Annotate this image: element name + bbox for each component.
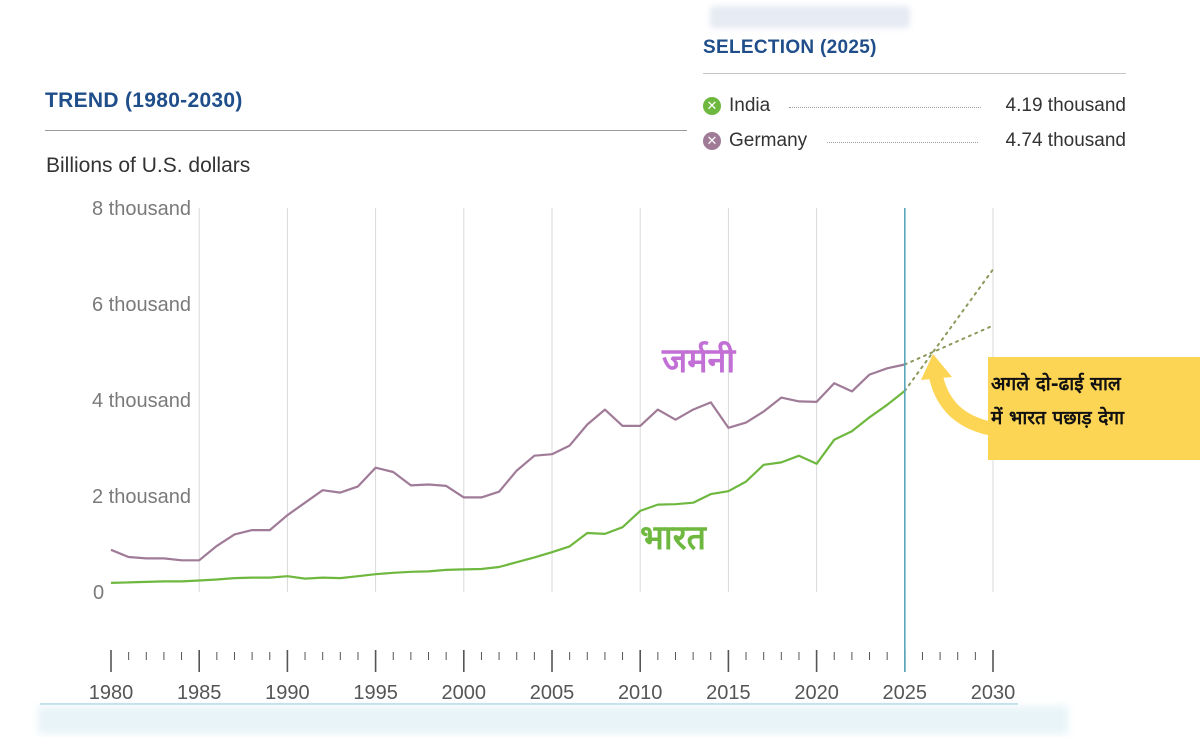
- x-tick-label: 1995: [353, 682, 398, 704]
- x-tick-label: 2025: [883, 682, 928, 704]
- leader-dots: [827, 142, 978, 143]
- selection-divider: [703, 73, 1126, 74]
- x-tick-label: 2015: [706, 682, 751, 704]
- y-tick-label: 8 thousand: [92, 198, 191, 220]
- trend-title: TREND (1980-2030): [45, 89, 243, 112]
- trend-divider: [45, 130, 687, 131]
- x-tick-label: 1990: [265, 682, 310, 704]
- x-tick-label: 2000: [442, 682, 487, 704]
- legend-value-india: 4.19 thousand: [1005, 95, 1126, 116]
- x-tick-label: 1980: [89, 682, 134, 704]
- annotation-callout: अगले दो-ढाई साल में भारत पछाड़ देगा: [988, 357, 1200, 460]
- legend-label-india: India: [729, 95, 771, 116]
- leader-dots: [789, 107, 981, 108]
- projection-line-germany: [903, 324, 994, 366]
- legend-item-india[interactable]: ✕ India 4.19 thousand: [703, 95, 1126, 119]
- series-label-germany: जर्मनी: [661, 340, 736, 381]
- x-tick-label: 2005: [530, 682, 575, 704]
- annotation-line-1: अगले दो-ढाई साल: [991, 373, 1121, 395]
- blurred-footer: [38, 706, 1068, 734]
- legend-label-germany: Germany: [729, 130, 808, 151]
- selection-title: SELECTION (2025): [703, 37, 877, 58]
- y-axis-unit-label: Billions of U.S. dollars: [46, 154, 251, 177]
- annotation-line-2: में भारत पछाड़ देगा: [991, 407, 1124, 429]
- x-tick-label: 2020: [794, 682, 839, 704]
- callout-arrow-shaft: [928, 365, 995, 435]
- series-line-germany: [110, 363, 906, 562]
- x-tick-label: 1985: [177, 682, 222, 704]
- y-tick-label: 2 thousand: [92, 486, 191, 508]
- x-tick-label: 2010: [618, 682, 663, 704]
- india-marker-icon: ✕: [703, 97, 721, 115]
- callout-arrowhead-icon: [921, 354, 952, 380]
- y-tick-label: 0: [93, 582, 104, 604]
- projection-line-india: [903, 268, 994, 392]
- legend-value-germany: 4.74 thousand: [1005, 130, 1126, 151]
- series-line-india: [110, 390, 906, 584]
- germany-marker-icon: ✕: [703, 132, 721, 150]
- x-tick-label: 2030: [971, 682, 1016, 704]
- series-label-india: भारत: [640, 518, 708, 558]
- y-tick-label: 4 thousand: [92, 390, 191, 412]
- blurred-header: [710, 6, 910, 28]
- legend-item-germany[interactable]: ✕ Germany 4.74 thousand: [703, 130, 1126, 154]
- y-tick-label: 6 thousand: [92, 294, 191, 316]
